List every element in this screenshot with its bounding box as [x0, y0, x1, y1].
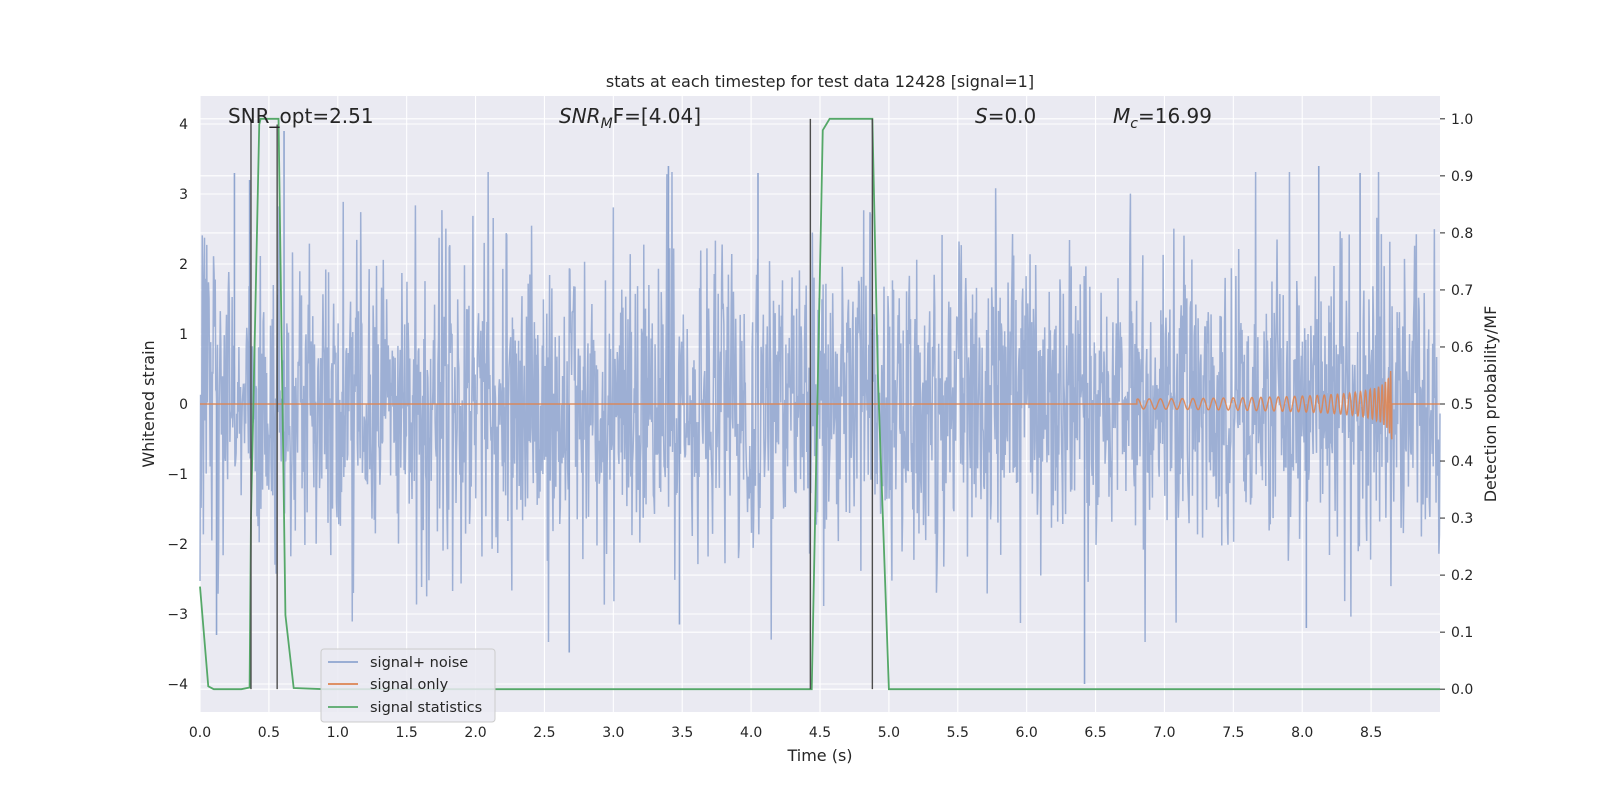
x-tick-label: 2.0: [464, 725, 486, 741]
y-left-tick-label: 4: [179, 117, 188, 133]
y-left-tick-label: −4: [167, 677, 188, 693]
legend: signal+ noise signal only signal statist…: [320, 648, 496, 723]
x-axis-ticks: 0.0 0.5 1.0 1.5 2.0 2.5 3.0 3.5 4.0 4.5 5.0 5.5 6.0 6…: [189, 725, 1382, 741]
x-tick-label: 4.0: [740, 725, 762, 741]
x-tick-label: 0.0: [189, 725, 211, 741]
event-markers: [250, 118, 874, 690]
y-right-tick-label: 0.0: [1451, 682, 1473, 698]
y-left-axis-ticks: 4 3 2 1 0 −1 −2 −3 −4: [167, 117, 188, 693]
annotation-mc: Mc=16.99: [1113, 104, 1212, 132]
annotation-snr-opt: SNR_opt=2.51: [228, 104, 374, 128]
y-right-tick-label: 0.3: [1451, 511, 1473, 527]
signal-only-series: [200, 371, 1440, 440]
x-tick-label: 3.0: [602, 725, 624, 741]
signal-only-line: [200, 371, 1440, 440]
chart-title: stats at each timestep for test data 124…: [606, 72, 1034, 91]
x-tick-label: 8.0: [1291, 725, 1313, 741]
x-axis-label: Time (s): [786, 746, 852, 765]
y-left-tick-label: −2: [167, 537, 188, 553]
y-left-tick-label: 0: [179, 397, 188, 413]
y-right-tick-label: 0.2: [1451, 568, 1473, 584]
signal-noise-line: [199, 171, 1441, 643]
y-left-tick-label: 3: [179, 187, 188, 203]
y-right-tick-label: 0.5: [1451, 397, 1473, 413]
x-tick-label: 6.0: [1016, 725, 1038, 741]
x-tick-label: 2.5: [533, 725, 555, 741]
x-tick-label: 4.5: [809, 725, 831, 741]
signal-statistics-series: [199, 117, 1440, 691]
y-right-tick-label: 0.8: [1451, 226, 1473, 242]
x-tick-label: 1.5: [396, 725, 418, 741]
annotation-snr-mf: SNRMF=[4.04]: [559, 104, 701, 132]
signal-statistics-line: [199, 117, 1440, 691]
y-right-tick-label: 0.6: [1451, 340, 1473, 356]
legend-label-signal-only: signal only: [370, 677, 449, 693]
x-tick-label: 1.0: [327, 725, 349, 741]
y-right-tick-label: 1.0: [1451, 112, 1473, 128]
legend-box: [320, 648, 496, 723]
y-right-axis-ticks: 1.0 0.9 0.8 0.7 0.6 0.5 0.4 0.3 0.2 0.1 0.0: [1440, 112, 1473, 698]
y-right-tick-label: 0.9: [1451, 169, 1473, 185]
y-left-tick-label: −3: [167, 607, 188, 623]
y-right-tick-label: 0.4: [1451, 454, 1473, 470]
y-right-axis-label: Detection probability/MF: [1481, 306, 1500, 503]
y-left-axis-label: Whitened strain: [139, 340, 158, 467]
annotation-s: S=0.0: [975, 104, 1036, 128]
x-tick-label: 7.5: [1222, 725, 1244, 741]
y-left-tick-label: 2: [179, 257, 188, 273]
x-tick-label: 3.5: [671, 725, 693, 741]
y-left-tick-label: 1: [179, 327, 188, 343]
x-tick-label: 6.5: [1084, 725, 1106, 741]
x-tick-label: 0.5: [258, 725, 280, 741]
y-right-tick-label: 0.1: [1451, 625, 1473, 641]
x-tick-label: 7.0: [1153, 725, 1175, 741]
signal-noise-series: [199, 131, 1441, 684]
legend-label-signal-noise: signal+ noise: [370, 655, 468, 671]
legend-label-signal-statistics: signal statistics: [370, 700, 482, 716]
x-tick-label: 5.5: [947, 725, 969, 741]
y-left-tick-label: −1: [167, 467, 188, 483]
x-tick-label: 5.0: [878, 725, 900, 741]
x-tick-label: 8.5: [1360, 725, 1382, 741]
y-right-tick-label: 0.7: [1451, 283, 1473, 299]
